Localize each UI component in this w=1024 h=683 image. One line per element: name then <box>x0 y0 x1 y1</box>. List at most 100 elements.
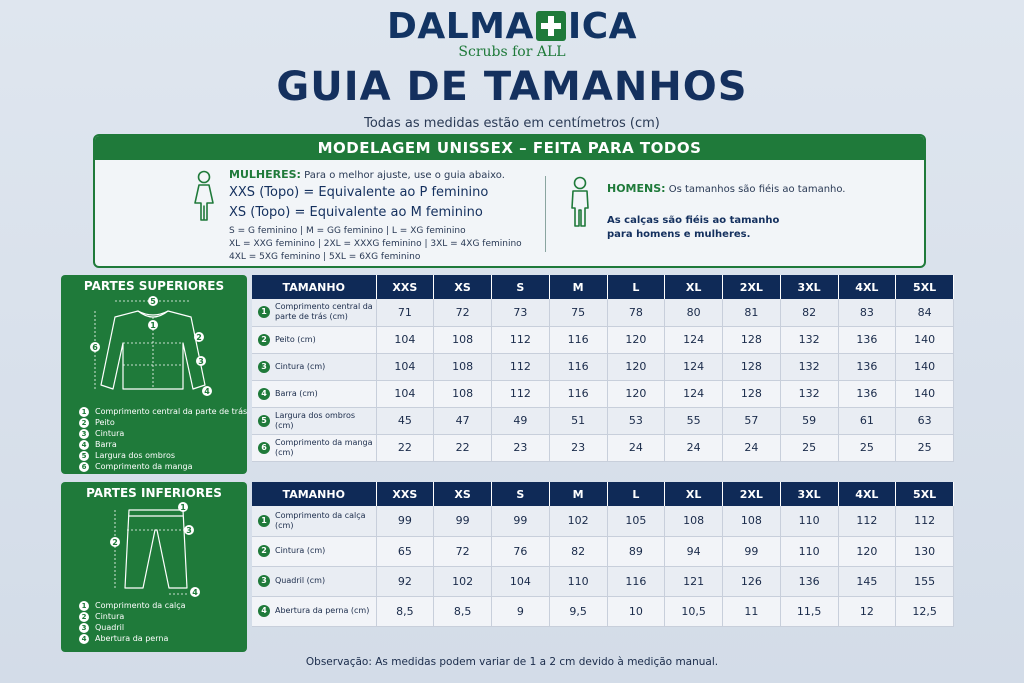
row-number-badge: 2 <box>258 333 270 346</box>
measurement-value-cell: 128 <box>722 380 781 408</box>
legend-label: Quadril <box>95 623 125 632</box>
measurement-label-cell: 6 Comprimento da manga (cm) <box>252 434 377 462</box>
size-column-header: 3XL <box>780 482 839 506</box>
lower-legend: 1 Comprimento da calça 2 Cintura 3 Quadril … <box>79 600 186 644</box>
measurement-label: Peito (cm) <box>275 334 316 344</box>
measurement-value-cell: 99 <box>491 506 550 537</box>
size-column-header: XS <box>433 482 492 506</box>
legend-label: Comprimento da calça <box>95 601 186 610</box>
svg-text:1: 1 <box>180 503 186 512</box>
size-column-header: M <box>549 275 608 299</box>
table-row: 2 Peito (cm) 104 108 112 116 120 124 128 132 136 14… <box>252 326 954 354</box>
measurement-value-cell: 25 <box>838 434 897 462</box>
measurement-value-cell: 80 <box>664 299 723 327</box>
measurement-value-cell: 110 <box>780 536 839 567</box>
size-column-header: XL <box>664 275 723 299</box>
measurement-value-cell: 108 <box>433 353 492 381</box>
measurement-value-cell: 73 <box>491 299 550 327</box>
measurement-value-cell: 116 <box>607 566 666 597</box>
legend-number: 6 <box>79 461 89 472</box>
women-label: MULHERES: <box>229 168 301 181</box>
measurement-value-cell: 105 <box>607 506 666 537</box>
measurement-value-cell: 112 <box>491 353 550 381</box>
size-column-header: XL <box>664 482 723 506</box>
measurement-value-cell: 23 <box>491 434 550 462</box>
legend-item: 1 Comprimento central da parte de trás <box>79 406 247 417</box>
section-divider <box>545 176 546 252</box>
measurement-value-cell: 124 <box>664 326 723 354</box>
legend-label: Largura dos ombros <box>95 451 176 460</box>
measurement-value-cell: 45 <box>376 407 435 435</box>
svg-text:2: 2 <box>196 333 202 342</box>
table-row: 6 Comprimento da manga (cm) 22 22 23 23 24 24 24… <box>252 434 954 462</box>
measurement-value-cell: 136 <box>838 353 897 381</box>
medical-cross-icon <box>535 11 566 41</box>
svg-text:5: 5 <box>150 297 156 306</box>
measurement-value-cell: 23 <box>549 434 608 462</box>
measurement-value-cell: 49 <box>491 407 550 435</box>
women-xs-equivalence: XS (Topo) = Equivalente ao M feminino <box>229 205 483 220</box>
row-number-badge: 1 <box>258 514 270 527</box>
table-row: 3 Quadril (cm) 92 102 104 110 116 121 126 136 145 1… <box>252 566 954 597</box>
size-header: TAMANHO <box>252 275 377 299</box>
men-intro: HOMENS: Os tamanhos são fiéis ao tamanho… <box>607 182 846 195</box>
measurement-value-cell: 108 <box>433 326 492 354</box>
measurement-value-cell: 61 <box>838 407 897 435</box>
size-column-header: XXS <box>376 275 435 299</box>
legend-item: 6 Comprimento da manga <box>79 461 247 472</box>
measurement-value-cell: 124 <box>664 353 723 381</box>
measurement-value-cell: 108 <box>664 506 723 537</box>
measurement-value-cell: 83 <box>838 299 897 327</box>
measurement-value-cell: 59 <box>780 407 839 435</box>
measurement-value-cell: 145 <box>838 566 897 597</box>
measurement-value-cell: 120 <box>838 536 897 567</box>
measurement-value-cell: 132 <box>780 353 839 381</box>
footnote: Observação: As medidas podem variar de 1… <box>305 656 719 668</box>
upper-diagram-panel: PARTES SUPERIORES 5 1 2 3 4 6 1 Comprimen… <box>61 275 247 474</box>
size-column-header: L <box>607 482 666 506</box>
lower-panel-title: PARTES INFERIORES <box>86 486 222 500</box>
pants-diagram-icon: 1 2 3 4 <box>110 502 200 597</box>
measurement-value-cell: 22 <box>433 434 492 462</box>
measurement-value-cell: 84 <box>895 299 954 327</box>
measurement-label-cell: 3 Cintura (cm) <box>252 353 377 381</box>
measurement-value-cell: 110 <box>549 566 608 597</box>
measurement-value-cell: 9 <box>491 596 550 627</box>
measurement-label: Quadril (cm) <box>275 576 326 585</box>
measurement-value-cell: 128 <box>722 326 781 354</box>
legend-number: 4 <box>79 439 89 450</box>
measurement-value-cell: 104 <box>376 353 435 381</box>
measurement-value-cell: 104 <box>376 326 435 354</box>
measurement-value-cell: 76 <box>491 536 550 567</box>
svg-text:3: 3 <box>198 357 204 366</box>
legend-number: 1 <box>79 600 89 611</box>
measurement-value-cell: 99 <box>433 506 492 537</box>
upper-size-table: TAMANHO XXS XS S M L XL 2XL 3XL 4XL 5XL … <box>252 275 954 462</box>
measurement-value-cell: 116 <box>549 353 608 381</box>
measurement-value-cell: 132 <box>780 326 839 354</box>
legend-label: Cintura <box>95 429 125 438</box>
measurement-value-cell: 104 <box>376 380 435 408</box>
legend-item: 2 Peito <box>79 417 247 428</box>
brand-logo: DALMA ICA <box>0 6 1024 47</box>
legend-label: Cintura <box>95 612 125 621</box>
size-column-header: 4XL <box>838 275 897 299</box>
legend-number: 1 <box>79 406 89 417</box>
size-column-header: XS <box>433 275 492 299</box>
measurement-value-cell: 65 <box>376 536 435 567</box>
page-subtitle: Todas as medidas estão em centímetros (c… <box>364 116 660 131</box>
legend-label: Comprimento central da parte de trás <box>95 407 248 416</box>
row-number-badge: 4 <box>258 605 270 617</box>
legend-number: 3 <box>79 428 89 439</box>
measurement-value-cell: 25 <box>895 434 954 462</box>
women-equivalence-line: XL = XXG feminino | 2XL = XXXG feminino … <box>229 239 522 249</box>
lower-diagram-panel: PARTES INFERIORES 1 2 3 4 1 Comprimento d… <box>61 482 247 652</box>
legend-label: Abertura da perna <box>95 634 169 643</box>
measurement-value-cell: 110 <box>780 506 839 537</box>
table-row: 5 Largura dos ombros (cm) 45 47 49 51 53 55 57 59… <box>252 407 954 435</box>
legend-item: 5 Largura dos ombros <box>79 450 247 461</box>
measurement-label-cell: 2 Cintura (cm) <box>252 536 377 567</box>
legend-number: 3 <box>79 622 89 633</box>
women-equivalence-line: S = G feminino | M = GG feminino | L = X… <box>229 226 466 236</box>
measurement-value-cell: 108 <box>722 506 781 537</box>
